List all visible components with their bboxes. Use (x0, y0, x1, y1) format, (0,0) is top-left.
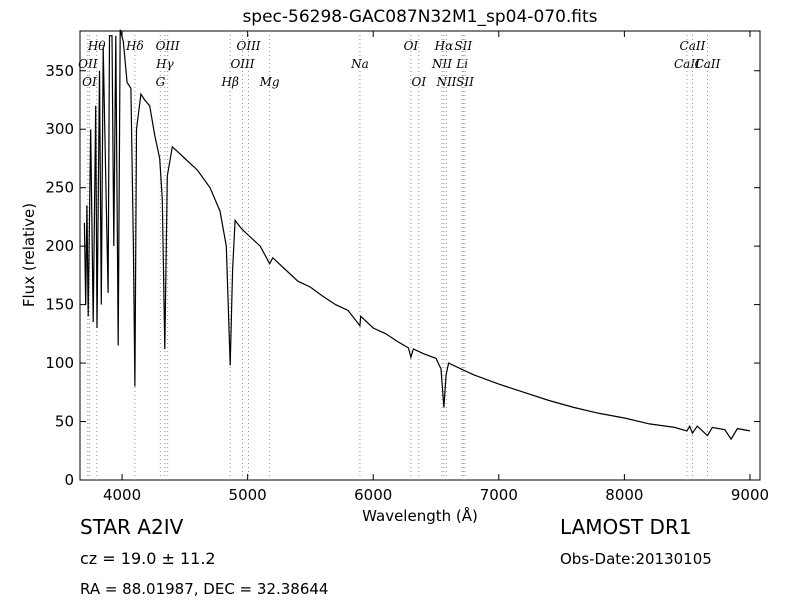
spectral-line-label: OII (78, 57, 98, 71)
spectral-line-label: Hα (434, 39, 454, 53)
spectral-line-label: OI (404, 39, 419, 53)
spectral-line-label: CaII (674, 57, 700, 71)
spectral-line-label: OIII (156, 39, 180, 53)
spectral-line-label: Na (350, 57, 369, 71)
spectral-line-label: SII (456, 75, 474, 89)
y-tick-label: 150 (45, 296, 74, 314)
y-tick-label: 300 (45, 120, 74, 138)
spectral-line-label: OI (82, 75, 97, 89)
spectral-line-label: Hδ (125, 39, 144, 53)
y-tick-label: 100 (45, 354, 74, 372)
spectral-line-label: Mg (259, 75, 280, 89)
x-tick-label: 5000 (229, 486, 267, 504)
y-tick-label: 0 (64, 471, 74, 489)
y-tick-label: 200 (45, 237, 74, 255)
x-tick-label: 7000 (480, 486, 518, 504)
info-text: cz = 19.0 ± 11.2 (80, 549, 216, 568)
spectral-line-label: NII (431, 57, 452, 71)
plot-frame (79, 30, 761, 481)
spectral-line-label: OIII (230, 57, 254, 71)
spectral-line-label: Hγ (155, 57, 174, 71)
y-axis-label: Flux (relative) (20, 203, 38, 307)
y-tick-label: 250 (45, 179, 74, 197)
chart-title: spec-56298-GAC087N32M1_sp04-070.fits (242, 7, 597, 27)
y-tick-label: 350 (45, 62, 74, 80)
y-tick-label: 50 (55, 413, 74, 431)
x-tick-label: 4000 (103, 486, 141, 504)
info-text: LAMOST DR1 (560, 515, 692, 539)
x-tick-label: 9000 (731, 486, 769, 504)
spectral-line-label: NII (435, 75, 456, 89)
spectral-line-label: CaII (695, 57, 721, 71)
spectral-line-label: G (156, 75, 166, 89)
spectral-line-label: SII (454, 39, 472, 53)
info-text: Obs-Date:20130105 (560, 550, 712, 568)
spectral-line-label: Li (455, 57, 468, 71)
x-tick-label: 8000 (605, 486, 643, 504)
spectral-line-label: OI (412, 75, 427, 89)
x-tick-label: 6000 (354, 486, 392, 504)
info-text: STAR A2IV (80, 515, 184, 539)
spectrum-line (83, 29, 751, 441)
spectral-line-label: Hβ (220, 75, 238, 89)
spectral-line-label: OIII (236, 39, 260, 53)
spectral-line-label: CaII (680, 39, 706, 53)
spectral-line-label: Hθ (87, 39, 106, 53)
info-text: RA = 88.01987, DEC = 32.38644 (80, 580, 328, 598)
x-axis-label: Wavelength (Å) (362, 506, 478, 525)
